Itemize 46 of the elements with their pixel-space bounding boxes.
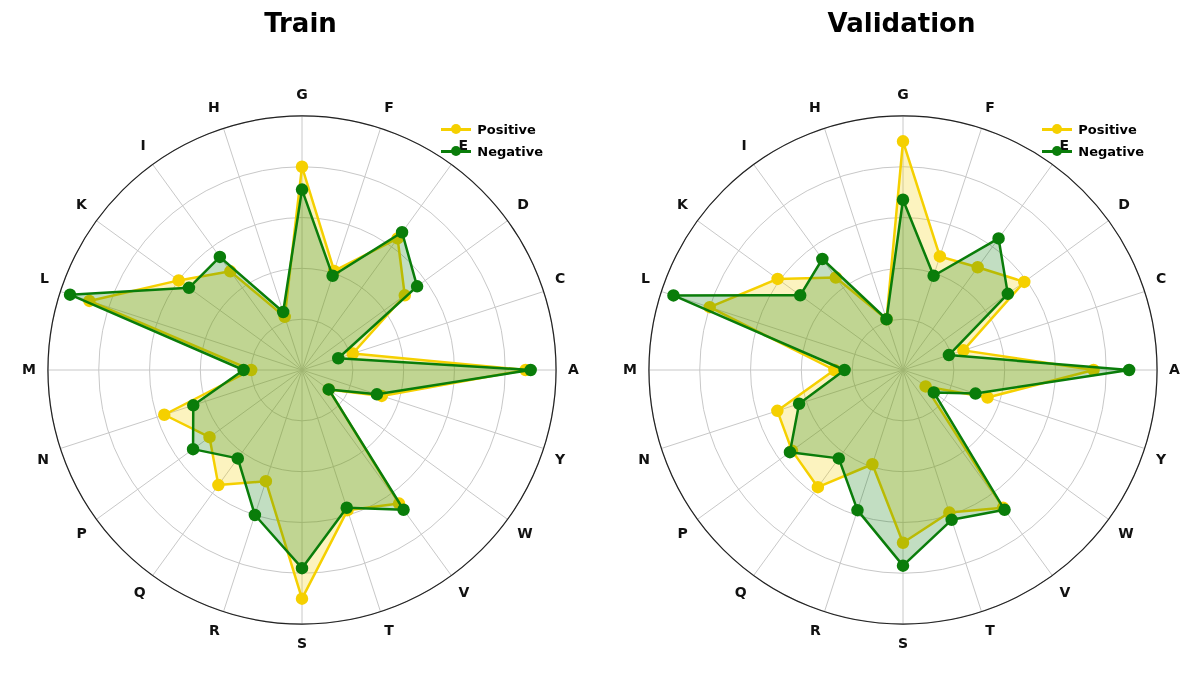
spoke-label: I	[140, 136, 146, 153]
spoke-label: W	[517, 525, 533, 542]
spoke-label: Q	[133, 584, 146, 601]
spoke-label: D	[1118, 195, 1130, 212]
spoke-label: K	[75, 195, 88, 212]
spoke-label: T	[384, 622, 395, 639]
spoke-label: T	[985, 622, 996, 639]
spoke-label: L	[40, 270, 50, 287]
spoke-label: A	[568, 360, 580, 377]
spoke-label: Q	[734, 584, 747, 601]
spoke-label: G	[296, 86, 308, 103]
spoke-label: W	[1118, 525, 1134, 542]
spoke-label: Y	[1155, 451, 1168, 468]
spoke-label: V	[1059, 584, 1071, 601]
spoke-label: C	[1156, 270, 1167, 287]
spoke-label: N	[37, 451, 49, 468]
spoke-label: H	[208, 99, 220, 116]
spoke-label: G	[897, 86, 909, 103]
chart-title: Validation	[826, 8, 977, 38]
legend-label: Positive	[1078, 121, 1137, 137]
spoke-label: S	[897, 635, 909, 652]
spoke-label: L	[641, 270, 651, 287]
spoke-label: E	[1059, 136, 1069, 153]
spoke-label: M	[21, 360, 36, 377]
spoke-label: P	[76, 525, 87, 542]
spoke-label: N	[638, 451, 650, 468]
spoke-label: D	[517, 195, 529, 212]
spoke-label: R	[209, 622, 220, 639]
chart-title: Train	[263, 8, 338, 38]
legend-label: Negative	[477, 143, 543, 159]
spoke-label: F	[384, 99, 394, 116]
spoke-label: P	[677, 525, 688, 542]
spoke-label: A	[1169, 360, 1181, 377]
spoke-label: F	[985, 99, 995, 116]
spoke-label: K	[676, 195, 689, 212]
spoke-label: M	[622, 360, 637, 377]
legend-label: Negative	[1078, 143, 1144, 159]
spoke-label: H	[809, 99, 821, 116]
legend-label: Positive	[477, 121, 536, 137]
spoke-label: R	[810, 622, 821, 639]
spoke-label: I	[741, 136, 747, 153]
spoke-label: V	[458, 584, 470, 601]
spoke-label: E	[458, 136, 468, 153]
spoke-label: C	[555, 270, 566, 287]
spoke-label: Y	[554, 451, 567, 468]
spoke-label: S	[296, 635, 308, 652]
